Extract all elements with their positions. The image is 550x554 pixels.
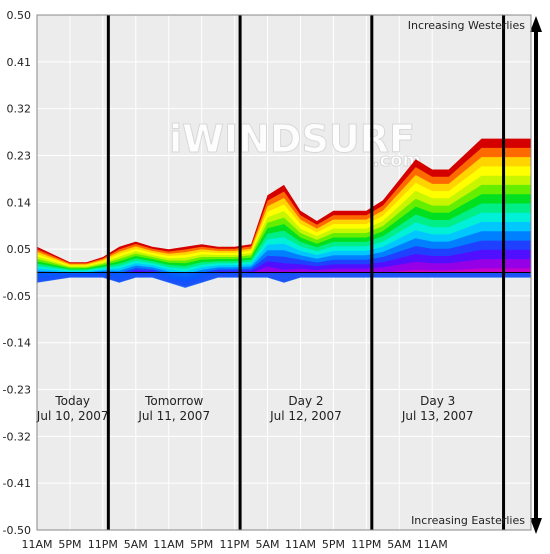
watermark-main-text: iWINDSURF xyxy=(169,117,415,161)
x-tick-label: 5PM xyxy=(322,538,345,550)
easterly-band xyxy=(37,272,531,288)
x-tick-label: 5PM xyxy=(58,538,81,550)
day-label-date: Jul 10, 2007 xyxy=(36,409,109,423)
x-tick-label: 11AM xyxy=(417,538,448,550)
y-tick-label: -0.23 xyxy=(3,384,31,397)
y-tick-label: 0.50 xyxy=(7,9,32,22)
x-tick-label: 11PM xyxy=(351,538,381,550)
direction-arrow-down-head xyxy=(530,518,542,534)
y-tick-label: -0.41 xyxy=(3,477,31,490)
y-tick-label: -0.14 xyxy=(3,337,31,350)
day-label-name: Tomorrow xyxy=(144,394,203,408)
day-label-name: Day 3 xyxy=(420,394,455,408)
day-label-name: Today xyxy=(54,394,90,408)
x-tick-label: 5AM xyxy=(256,538,280,550)
watermark-sub-text: .com xyxy=(373,150,422,171)
day-label-date: Jul 11, 2007 xyxy=(137,409,210,423)
y-tick-label: 0.14 xyxy=(7,196,32,209)
day-label-date: Jul 12, 2007 xyxy=(269,409,342,423)
x-tick-label: 11AM xyxy=(21,538,52,550)
x-tick-label: 11AM xyxy=(153,538,184,550)
y-tick-label: -0.50 xyxy=(3,524,31,537)
x-tick-label: 11AM xyxy=(285,538,316,550)
y-tick-label: 0.32 xyxy=(7,103,32,116)
x-tick-label: 11PM xyxy=(88,538,118,550)
y-tick-label: -0.32 xyxy=(3,430,31,443)
bottom-annotation: Increasing Easterlies xyxy=(411,514,525,527)
y-tick-label: 0.05 xyxy=(7,243,32,256)
y-tick-label: 0.41 xyxy=(7,56,32,69)
plot-border xyxy=(36,14,532,531)
x-tick-label: 5AM xyxy=(124,538,148,550)
top-annotation: Increasing Westerlies xyxy=(408,19,526,32)
direction-arrow-up-head xyxy=(530,16,542,32)
day-label-name: Day 2 xyxy=(288,394,323,408)
y-tick-label: 0.23 xyxy=(7,149,32,162)
x-tick-label: 11PM xyxy=(220,538,250,550)
day-label-date: Jul 13, 2007 xyxy=(401,409,474,423)
x-tick-label: 5PM xyxy=(190,538,213,550)
y-tick-label: -0.05 xyxy=(3,290,31,303)
x-tick-label: 5AM xyxy=(387,538,411,550)
